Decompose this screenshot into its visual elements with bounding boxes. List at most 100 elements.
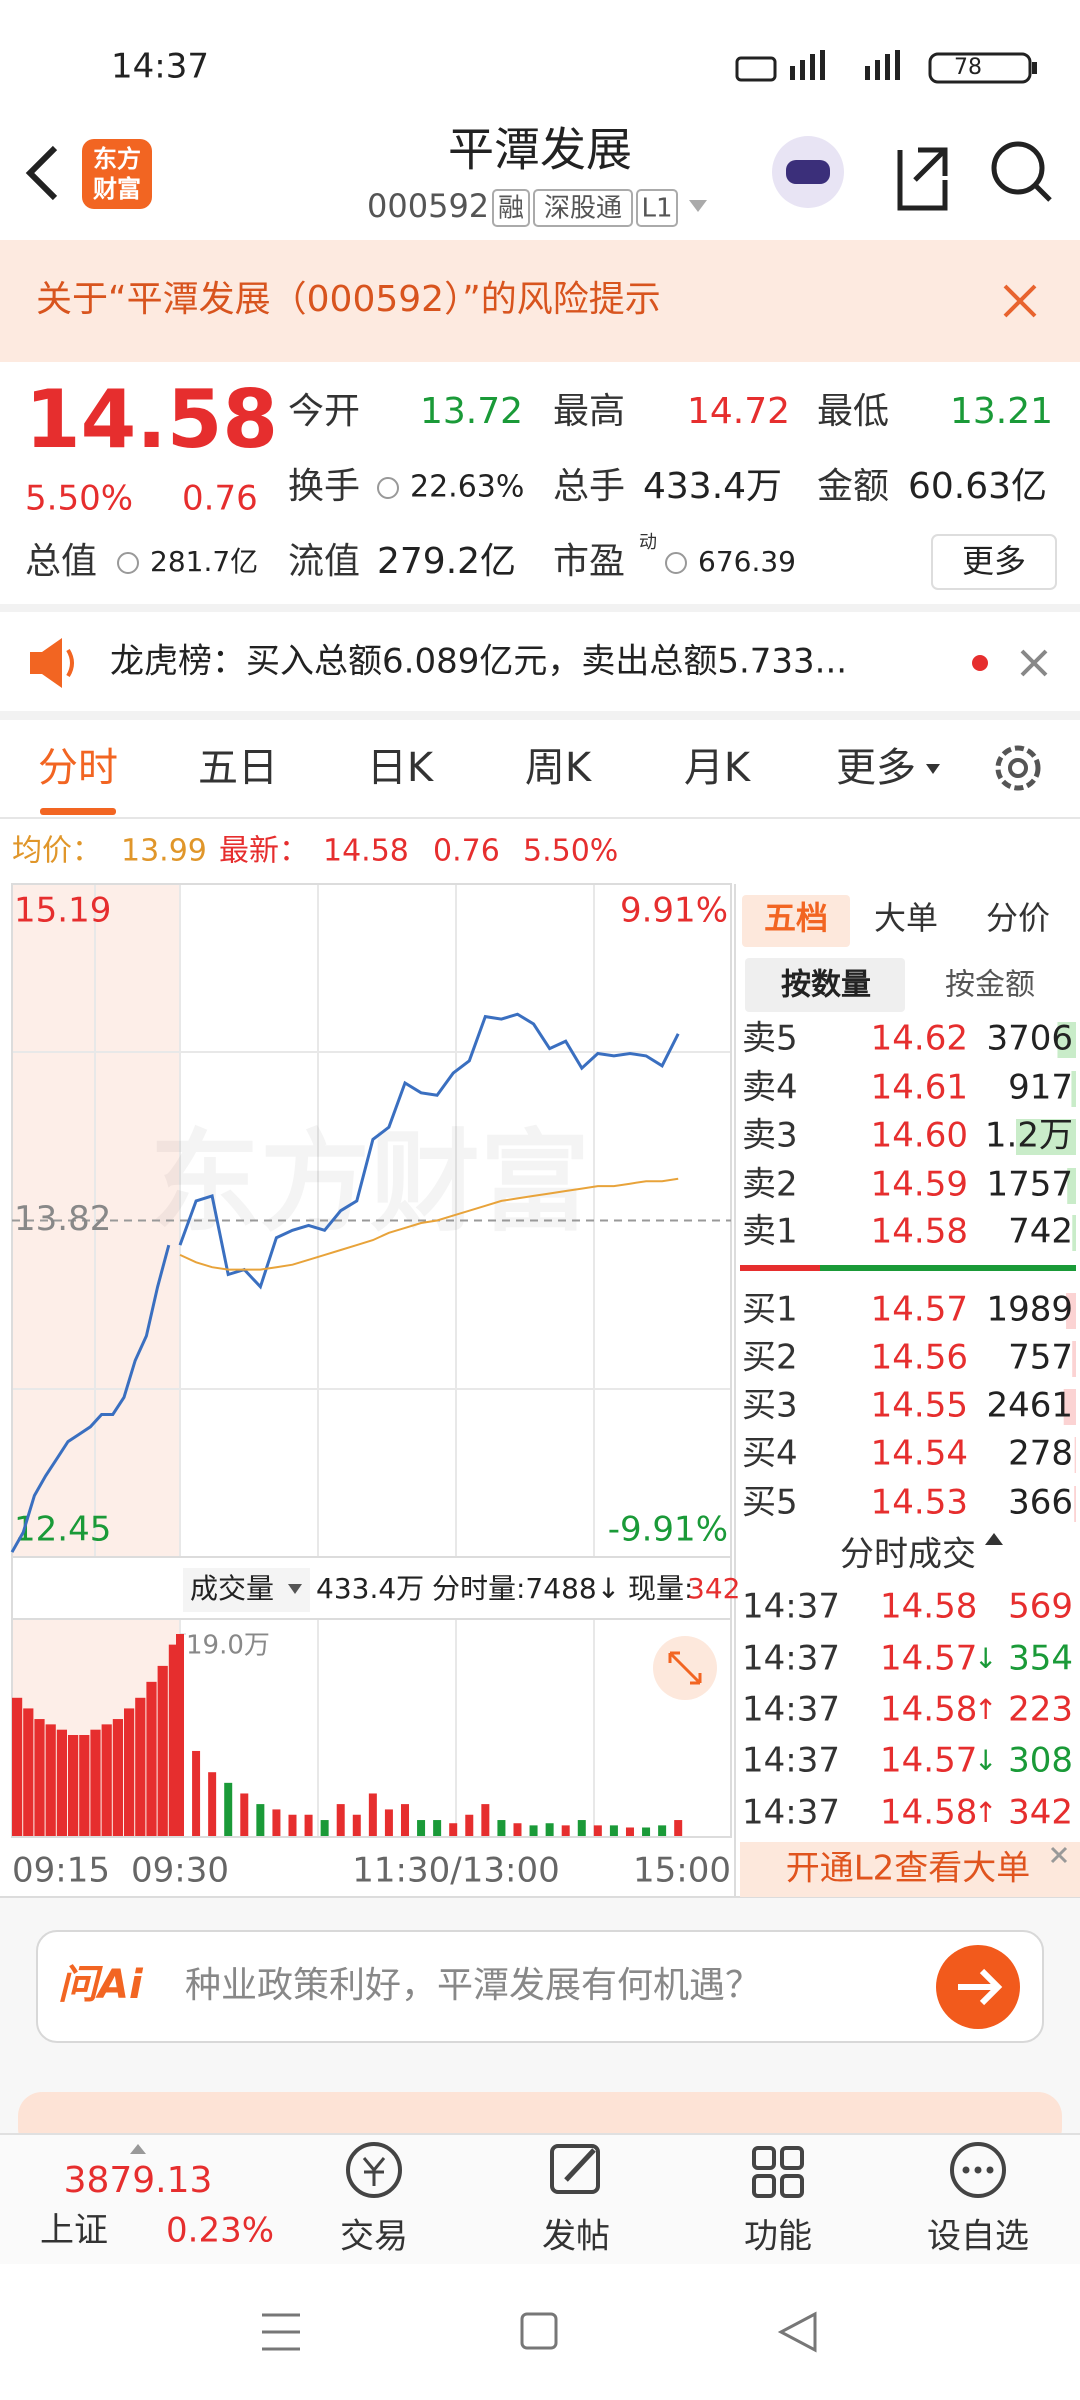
quote-value: 22.63%: [410, 470, 524, 505]
volume-bar: [481, 1804, 490, 1836]
ai-input[interactable]: [36, 1930, 1044, 2043]
quote-label: 总值: [25, 541, 97, 582]
volume-bar: [384, 1809, 393, 1836]
bottom-item[interactable]: 发帖: [542, 2217, 610, 2257]
bottom-item[interactable]: 交易: [340, 2217, 408, 2257]
risk-banner[interactable]: [0, 240, 1080, 362]
last-price: 14.58: [25, 373, 278, 466]
quote-value: 13.72: [420, 391, 523, 432]
close-notice[interactable]: [1020, 649, 1048, 677]
y2-tick-label: -9.91%: [608, 1510, 728, 1550]
summary-latest-label: 最新：: [219, 834, 309, 869]
volume-bar: [12, 1697, 23, 1836]
close-banner[interactable]: [1003, 284, 1037, 318]
divider: [0, 604, 1080, 612]
x-tick-label: 09:15: [12, 1851, 110, 1891]
trade-arrow: ↓: [974, 1642, 997, 1675]
quote-label: 市盈: [553, 541, 625, 582]
trade-volume: 223: [1008, 1690, 1073, 1730]
trade-price: 14.58: [880, 1793, 977, 1833]
book-price: 14.58: [871, 1212, 968, 1252]
function-icon: [752, 2146, 804, 2198]
volume-bar: [124, 1708, 135, 1836]
book-qty: 366: [1008, 1483, 1073, 1523]
settings-button[interactable]: [995, 745, 1041, 791]
more-button[interactable]: [931, 534, 1057, 590]
book-tab[interactable]: 五档: [764, 899, 828, 937]
volume-bar: [304, 1814, 313, 1836]
book-mode[interactable]: 按金额: [945, 968, 1035, 1003]
trades-title[interactable]: 分时成交: [840, 1535, 976, 1575]
bottom-bar: [0, 2134, 1080, 2264]
qty-bar: [1072, 1215, 1076, 1251]
nav-menu[interactable]: [262, 2313, 300, 2351]
index-value[interactable]: 3879.13: [64, 2160, 213, 2201]
quote-value: 60.63亿: [908, 466, 1047, 507]
trade-time: 14:37: [742, 1690, 840, 1730]
tab[interactable]: 月K: [684, 745, 752, 791]
tab-active[interactable]: [742, 895, 850, 947]
x-tick-label: 11:30/13:00: [352, 1851, 559, 1891]
volume-bar: [336, 1804, 345, 1836]
nav-bar: [0, 2264, 1080, 2400]
back-button[interactable]: [25, 145, 58, 201]
index-name: 上证: [40, 2211, 108, 2251]
dragon-tiger[interactable]: 龙虎榜：买入总额6.089亿元，卖出总额5.733...: [110, 642, 847, 682]
ai-prompt[interactable]: 种业政策利好，平潭发展有何机遇？: [185, 1965, 761, 2006]
quote-value: 281.7亿: [150, 545, 258, 578]
average-line: [179, 1177, 679, 1271]
quote-label: 总手: [553, 466, 625, 507]
trade-arrow: ↓: [974, 1744, 997, 1777]
close-l2[interactable]: [1050, 1846, 1068, 1864]
tab[interactable]: 分时: [38, 745, 118, 791]
share-button[interactable]: [897, 147, 948, 211]
qty-bar: [1057, 1022, 1076, 1058]
bottom-item[interactable]: 设自选: [927, 2217, 1029, 2257]
stock-tag: 深股通: [544, 194, 622, 224]
trade-price: 14.57: [880, 1639, 977, 1679]
book-price: 14.61: [871, 1068, 968, 1108]
l2-banner-text[interactable]: 开通L2查看大单: [786, 1849, 1031, 1889]
book-tab[interactable]: 分价: [986, 899, 1050, 937]
qty-bar: [1067, 1168, 1076, 1204]
volume-bar: [23, 1708, 34, 1836]
volume-selector[interactable]: [183, 1568, 310, 1612]
trade-price: 14.58: [880, 1587, 977, 1627]
tab[interactable]: 周K: [525, 745, 593, 791]
book-tab[interactable]: 大单: [874, 899, 938, 937]
dropdown-arrow[interactable]: [689, 200, 707, 212]
tag-box: [533, 189, 633, 227]
volume-selector-label[interactable]: 成交量: [190, 1572, 274, 1605]
book-label: 卖4: [742, 1068, 798, 1108]
expand-icon: [668, 1651, 702, 1685]
trade-volume: 569: [1008, 1587, 1073, 1627]
sort-triangle: [985, 1533, 1003, 1545]
price-line: [178, 1012, 680, 1290]
speaker-icon: [66, 648, 74, 678]
book-qty: 1989: [986, 1290, 1073, 1330]
tab[interactable]: 五日: [198, 745, 278, 791]
volume-bar: [112, 1719, 123, 1836]
book-mode[interactable]: 按数量: [781, 968, 871, 1003]
more-button-label[interactable]: 更多: [962, 542, 1026, 580]
volume-bar: [674, 1820, 683, 1836]
book-qty: 278: [1008, 1434, 1073, 1474]
nav-back[interactable]: [777, 2311, 817, 2353]
l2-banner[interactable]: [740, 1842, 1080, 1897]
selector-arrow: [288, 1584, 302, 1594]
search-button[interactable]: [991, 141, 1045, 195]
bottom-item[interactable]: 功能: [744, 2217, 812, 2257]
tab[interactable]: 更多: [836, 745, 916, 791]
stock-code: 000592: [367, 187, 489, 225]
nav-home[interactable]: [520, 2312, 558, 2350]
tab[interactable]: 日K: [367, 745, 435, 791]
quote-label: 今开: [288, 391, 360, 432]
expand-arrow[interactable]: [130, 2144, 146, 2154]
mode-active[interactable]: [745, 958, 905, 1012]
volume-bar: [545, 1823, 554, 1836]
book-label: 卖2: [742, 1165, 798, 1205]
book-label: 买3: [742, 1386, 798, 1426]
app-logo[interactable]: [82, 139, 152, 209]
risk-notice[interactable]: 关于“平潭发展（000592）”的风险提示: [36, 279, 661, 320]
